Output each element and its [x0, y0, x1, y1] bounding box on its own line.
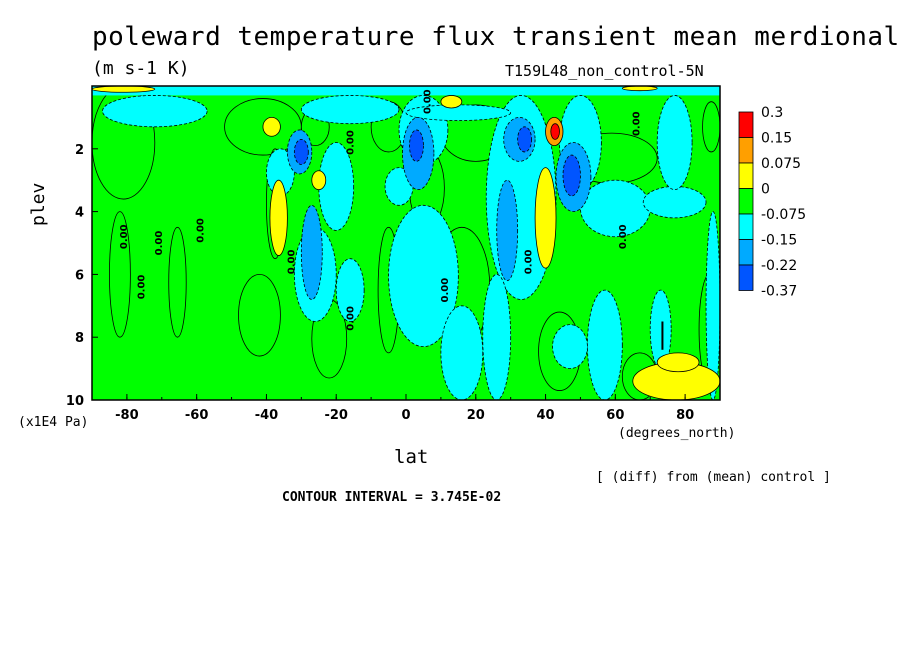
- x-axis-unit: (degrees_north): [618, 426, 736, 441]
- contour-region: [482, 274, 512, 400]
- contour-region: [238, 273, 281, 357]
- contour-region: [562, 154, 581, 197]
- contour-region: [335, 258, 365, 322]
- y-tick-label: 8: [75, 331, 84, 346]
- contour-region: [440, 305, 484, 400]
- contour-region: [552, 324, 588, 369]
- contour-region: [388, 204, 459, 348]
- contour-region: [269, 179, 288, 256]
- legend-level-label: -0.22: [761, 258, 797, 274]
- legend-swatch: [738, 239, 754, 266]
- contour-label: 0.00: [524, 249, 535, 274]
- legend-level-label: 0.15: [761, 131, 792, 147]
- contour-region: [262, 117, 281, 137]
- x-tick-label: -80: [115, 408, 139, 423]
- heatmap-field: 0.00 0.00 0.00 0.00 0.00 0.00 0.00 0.00 0.00 0.00…: [92, 86, 720, 400]
- y-tick-label: 4: [75, 206, 84, 221]
- units-label: (m s-1 K): [92, 58, 190, 79]
- contour-region: [621, 86, 658, 92]
- contour-label: 0.00: [346, 130, 357, 155]
- contour-region: [300, 204, 323, 300]
- contour-region: [92, 86, 156, 93]
- legend-swatch: [738, 264, 754, 291]
- legend-swatch: [738, 188, 754, 215]
- legend-swatch: [738, 213, 754, 240]
- contour-label: 0.00: [136, 275, 147, 300]
- legend-level-label: -0.37: [761, 284, 797, 300]
- contour-region: [293, 138, 309, 165]
- contour-region: [517, 126, 532, 153]
- x-tick-label: 60: [606, 408, 624, 423]
- contour-region: [580, 179, 651, 238]
- contour-label: 0.00: [618, 224, 629, 249]
- contour-region: [409, 129, 424, 162]
- y-tick-label: 2: [75, 143, 84, 158]
- dataset-label: T159L48_non_control-5N: [505, 62, 704, 80]
- contour-region: [266, 148, 295, 197]
- contour-region: [550, 123, 560, 140]
- legend-swatch: [738, 137, 754, 164]
- contour-region: [656, 352, 700, 373]
- contour-interval: CONTOUR INTERVAL = 3.745E-02: [282, 490, 502, 505]
- contour-region: [300, 95, 400, 125]
- contour-region: [440, 95, 463, 109]
- contour-label: 0.00: [119, 224, 130, 249]
- chart-title: poleward temperature flux transient mean…: [92, 22, 900, 52]
- x-tick-label: -60: [185, 408, 209, 423]
- contour-label: 0.00: [286, 249, 297, 274]
- contour-region: [109, 211, 131, 338]
- contour-region: [702, 101, 720, 153]
- legend-level-label: 0.075: [761, 156, 801, 172]
- y-axis-unit: (x1E4 Pa): [18, 415, 89, 430]
- legend-level-label: -0.075: [761, 207, 806, 223]
- x-tick-label: 40: [537, 408, 555, 423]
- x-tick-label: 20: [467, 408, 485, 423]
- contour-region: [102, 95, 208, 128]
- contour-region: [496, 179, 519, 282]
- contour-label: 0.00: [422, 89, 433, 114]
- contour-label: 0.00: [440, 278, 451, 303]
- contour-region: [168, 226, 187, 338]
- contour-region: [656, 95, 693, 191]
- x-tick-label: 80: [676, 408, 694, 423]
- legend-level-label: 0.3: [761, 105, 783, 121]
- y-tick-label: 6: [75, 268, 84, 283]
- legend-swatch: [738, 111, 754, 138]
- legend-level-label: -0.15: [761, 233, 797, 249]
- contour-region: [311, 170, 327, 191]
- contour-region: [587, 289, 623, 400]
- contour-label: 0.00: [632, 111, 643, 136]
- legend-level-label: 0: [761, 182, 770, 198]
- contour-label: 0.00: [196, 218, 207, 243]
- legend-swatch: [738, 162, 754, 189]
- x-axis-label: lat: [394, 446, 429, 468]
- x-tick-label: -20: [324, 408, 348, 423]
- contour-region: [642, 186, 707, 219]
- x-tick-label: -40: [255, 408, 279, 423]
- contour-label: 0.00: [154, 231, 165, 256]
- x-tick-label: 0: [401, 408, 410, 423]
- contour-region: [534, 167, 557, 269]
- contour-label: 0.00: [346, 306, 357, 331]
- y-tick-label: 10: [66, 394, 84, 409]
- diff-note: [ (diff) from (mean) control ]: [596, 470, 831, 485]
- contour-region: [92, 86, 720, 96]
